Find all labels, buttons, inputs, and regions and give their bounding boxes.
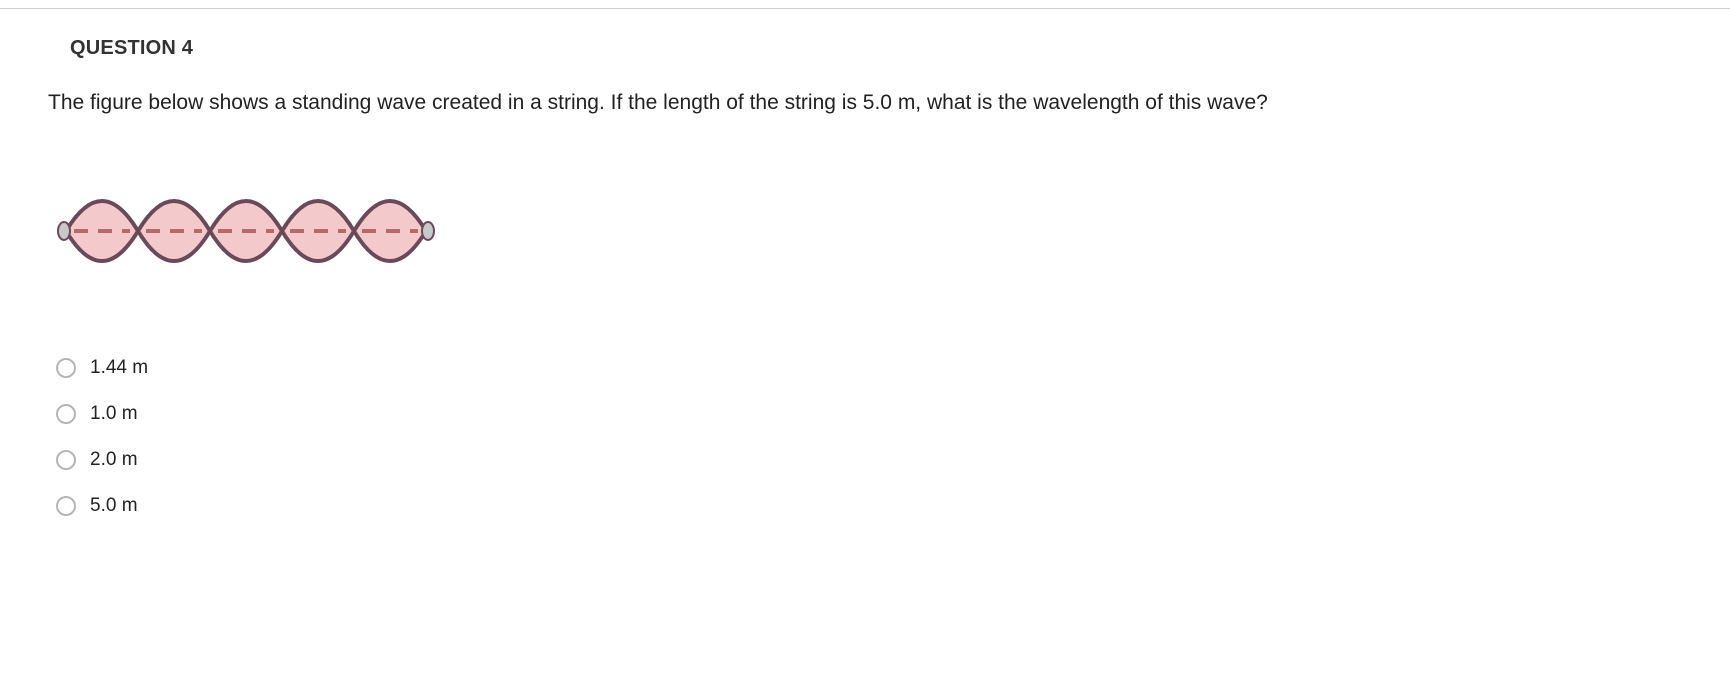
option-label-0[interactable]: 1.44 m	[90, 357, 148, 379]
option-label-1[interactable]: 1.0 m	[90, 403, 138, 425]
option-row: 1.0 m	[56, 403, 1682, 425]
option-row: 1.44 m	[56, 357, 1682, 379]
question-prompt: The figure below shows a standing wave c…	[48, 88, 1682, 118]
standing-wave-svg	[56, 166, 436, 296]
option-label-2[interactable]: 2.0 m	[90, 449, 138, 471]
option-label-3[interactable]: 5.0 m	[90, 495, 138, 517]
answer-options: 1.44 m 1.0 m 2.0 m 5.0 m	[56, 357, 1682, 517]
option-row: 5.0 m	[56, 495, 1682, 517]
question-container: QUESTION 4 The figure below shows a stan…	[0, 9, 1730, 581]
standing-wave-figure	[56, 166, 1682, 301]
question-title: QUESTION 4	[70, 37, 1682, 60]
option-radio-3[interactable]	[56, 496, 76, 516]
option-radio-2[interactable]	[56, 450, 76, 470]
option-row: 2.0 m	[56, 449, 1682, 471]
option-radio-1[interactable]	[56, 404, 76, 424]
option-radio-0[interactable]	[56, 358, 76, 378]
